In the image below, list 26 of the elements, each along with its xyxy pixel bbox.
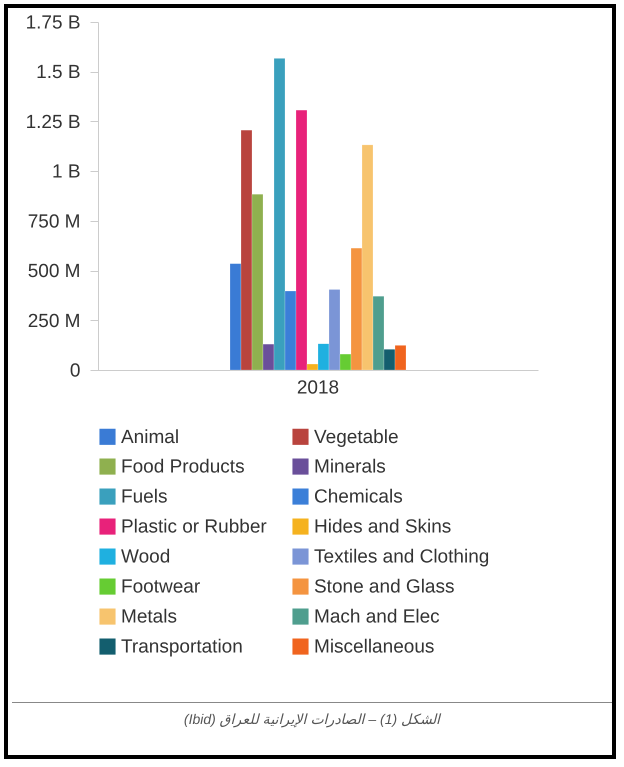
legend-label: Plastic or Rubber [121, 516, 268, 538]
y-tick-label: 750 M [28, 211, 80, 232]
x-tick-label: 2018 [296, 378, 340, 398]
y-tick-label: 250 M [28, 310, 80, 332]
legend-label: Mach and Elec [314, 606, 440, 628]
y-tick-label: 0 [70, 360, 80, 382]
legend-label: Transportation [121, 636, 243, 658]
y-tick-label: 1.25 B [26, 112, 80, 133]
legend-label: Food Products [121, 456, 245, 478]
legend-label: Vegetable [314, 426, 399, 448]
legend-label: Textiles and Clothing [314, 546, 490, 568]
text: الشكل (1) – الصادرات الإيرانية للعراق (Ibid) [182, 711, 442, 727]
legend-label: Metals [121, 606, 177, 628]
legend-label: Wood [121, 546, 170, 568]
legend-label: Animal [121, 426, 180, 448]
y-tick-label: 1.75 B [26, 12, 80, 34]
legend-label: Miscellaneous [314, 636, 434, 658]
legend-label: Hides and Skins [314, 516, 452, 538]
legend-label: Chemicals [314, 486, 403, 508]
y-tick-label: 500 M [28, 261, 80, 282]
y-tick-label: 1.5 B [36, 62, 80, 84]
legend-label: Minerals [314, 456, 386, 478]
legend-label: Stone and Glass [314, 576, 454, 598]
legend-label: Footwear [121, 576, 201, 598]
y-tick-label: 1 B [52, 162, 80, 183]
legend-label: Fuels [121, 486, 168, 508]
